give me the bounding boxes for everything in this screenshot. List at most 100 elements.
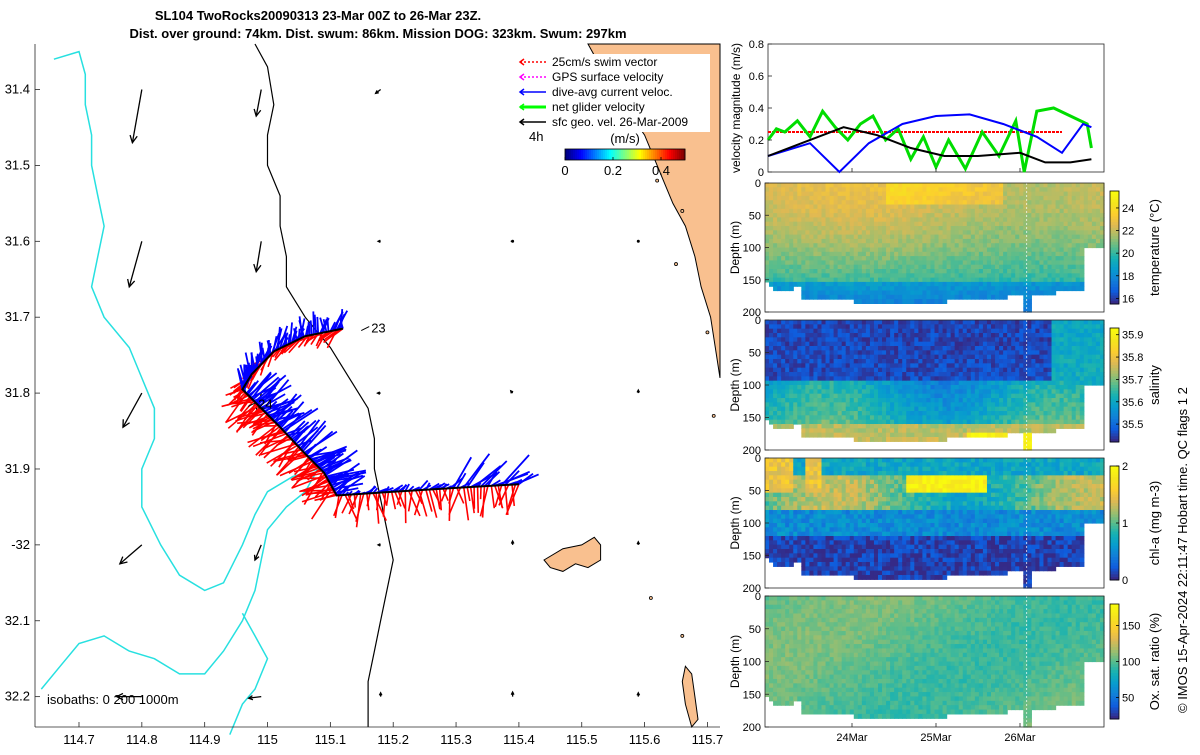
section-cell (975, 213, 980, 218)
section-cell (1092, 205, 1097, 210)
section-cell (1023, 320, 1028, 325)
section-cell (1039, 209, 1044, 214)
section-cell (1019, 278, 1024, 283)
section-cell (1052, 359, 1057, 364)
section-cell (935, 273, 940, 278)
section-cell (830, 291, 835, 296)
section-cell (850, 333, 855, 338)
section-cell (922, 269, 927, 274)
section-cell (846, 248, 851, 253)
section-cell (1003, 205, 1008, 210)
section-cell (846, 433, 851, 438)
section-cell (1019, 350, 1024, 355)
section-cell (813, 333, 818, 338)
section-cell (842, 192, 847, 197)
section-cell (995, 256, 1000, 261)
section-cell (1088, 205, 1093, 210)
section-cell (930, 200, 935, 205)
section-cell (918, 217, 923, 222)
section-cell (1003, 252, 1008, 257)
section-cell (890, 222, 895, 227)
section-cell (906, 282, 911, 287)
section-cell (777, 394, 782, 399)
section-cell (995, 363, 1000, 368)
section-cell (813, 324, 818, 329)
section-cell (947, 394, 952, 399)
section-cell (882, 368, 887, 373)
section-cell (890, 420, 895, 425)
section-cell (838, 248, 843, 253)
section-cell (854, 230, 859, 235)
section-cell (971, 424, 976, 429)
section-cell (777, 415, 782, 420)
section-cell (939, 278, 944, 283)
section-cell (935, 363, 940, 368)
section-cell (842, 363, 847, 368)
section-cell (1068, 260, 1073, 265)
section-cell (1043, 286, 1048, 291)
section-cell (1043, 196, 1048, 201)
section-cell (963, 320, 968, 325)
section-cell (785, 398, 790, 403)
section-cell (967, 346, 972, 351)
section-cell (817, 359, 822, 364)
section-cell (979, 286, 984, 291)
section-cell (1043, 260, 1048, 265)
section-cell (991, 407, 996, 412)
section-cell (817, 337, 822, 342)
section-cell (894, 256, 899, 261)
section-cell (777, 239, 782, 244)
section-cell (822, 256, 827, 261)
section-cell (1043, 337, 1048, 342)
section-cell (902, 196, 907, 201)
section-cell (870, 192, 875, 197)
section-cell (947, 200, 952, 205)
section-cell (1035, 273, 1040, 278)
section-cell (817, 433, 822, 438)
section-cell (1076, 278, 1081, 283)
section-cell (797, 252, 802, 257)
section-cell (854, 411, 859, 416)
section-cell (963, 187, 968, 192)
section-cell (918, 183, 923, 188)
section-cell (999, 433, 1004, 438)
section-cell (1011, 248, 1016, 253)
section-cell (793, 256, 798, 261)
section-cell (1019, 217, 1024, 222)
section-cell (769, 381, 774, 386)
section-cell (866, 235, 871, 240)
section-cell (1068, 415, 1073, 420)
section-cell (793, 243, 798, 248)
section-cell (1027, 286, 1032, 291)
section-cell (870, 196, 875, 201)
section-cell (797, 355, 802, 360)
section-cell (902, 372, 907, 377)
section-cell (991, 368, 996, 373)
section-cell (785, 411, 790, 416)
section-cell (1043, 273, 1048, 278)
section-cell (878, 192, 883, 197)
section-cell (914, 286, 919, 291)
section-cell (902, 235, 907, 240)
section-cell (1048, 282, 1053, 287)
section-cell (846, 368, 851, 373)
section-cell (809, 324, 814, 329)
section-cell (955, 235, 960, 240)
section-cell (850, 350, 855, 355)
section-cell (906, 381, 911, 386)
section-cell (789, 222, 794, 227)
section-cell (1048, 269, 1053, 274)
section-cell (914, 265, 919, 270)
section-cell (902, 230, 907, 235)
section-cell (959, 222, 964, 227)
section-cell (886, 402, 891, 407)
section-cell (999, 346, 1004, 351)
section-cell (1007, 252, 1012, 257)
section-cell (906, 342, 911, 347)
section-cell (878, 372, 883, 377)
section-cell (777, 407, 782, 412)
section-cell (1096, 226, 1101, 231)
section-cell (894, 243, 899, 248)
section-cell (846, 415, 851, 420)
section-cell (943, 372, 948, 377)
